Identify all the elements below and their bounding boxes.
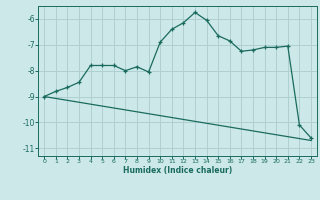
X-axis label: Humidex (Indice chaleur): Humidex (Indice chaleur) — [123, 166, 232, 175]
